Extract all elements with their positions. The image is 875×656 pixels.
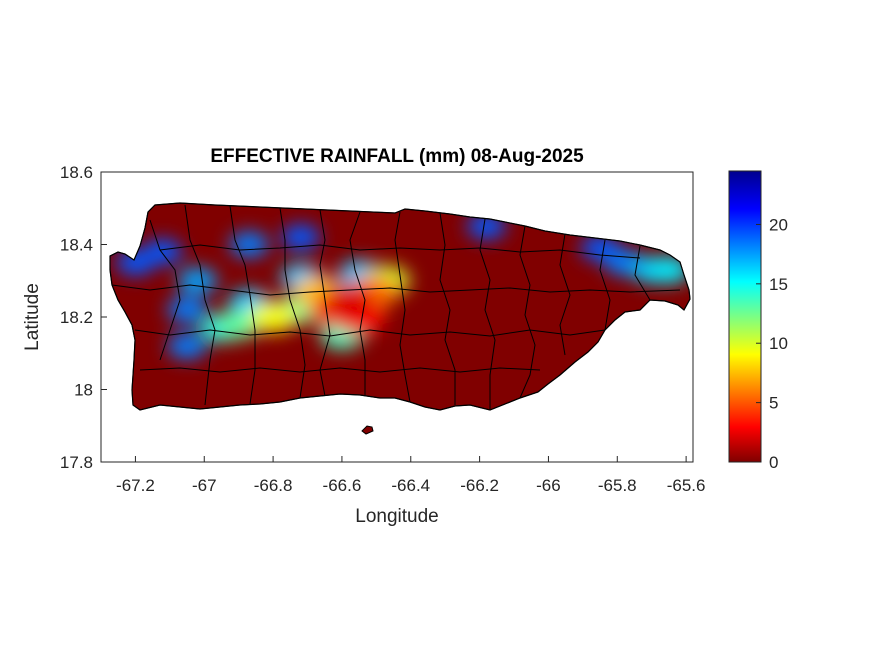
colorbar-tick-label: 0: [769, 453, 778, 472]
municipality-boundary: [439, 212, 456, 405]
municipality-boundary: [349, 211, 366, 395]
municipality-boundary: [279, 207, 306, 399]
x-tick-label: -66.6: [323, 476, 362, 495]
municipality-boundary: [229, 205, 256, 405]
rainfall-cell: [116, 249, 155, 276]
municipality-boundary: [134, 329, 606, 337]
municipality-boundary: [139, 367, 541, 373]
x-tick-label: -65.8: [598, 476, 637, 495]
island-outline: [109, 202, 691, 411]
y-axis-ticks: 18.6 18.4 18.2 18 17.8: [60, 163, 107, 472]
chart-title: EFFECTIVE RAINFALL (mm) 08-Aug-2025: [210, 146, 584, 167]
municipality-boundary: [159, 244, 641, 259]
municipality-boundary: [479, 218, 496, 410]
x-axis-ticks: -67.2 -67 -66.8 -66.6 -66.4 -66.2 -66 -65.8 -65.…: [116, 456, 705, 495]
x-tick-label: -66.4: [391, 476, 430, 495]
colorbar-tick-label: 10: [769, 334, 788, 353]
colorbar-tick-label: 15: [769, 275, 788, 294]
y-tick-label: 18.2: [60, 308, 93, 327]
y-axis-label: Latitude: [22, 283, 43, 351]
rainfall-cell: [321, 285, 376, 320]
rainfall-cell: [281, 224, 320, 250]
x-tick-label: -65.6: [667, 476, 706, 495]
rainfall-cell: [167, 296, 207, 323]
rainfall-cell: [249, 301, 297, 333]
x-tick-label: -67: [192, 476, 217, 495]
colorbar-tick-label: 5: [769, 394, 778, 413]
rainfall-cell: [648, 256, 690, 284]
municipality-boundaries: [111, 204, 681, 410]
municipality-boundary: [519, 225, 536, 399]
x-tick-label: -66.2: [460, 476, 499, 495]
municipality-boundary: [184, 204, 216, 406]
colorbar-ticks: 20 15 10 5 0: [756, 215, 788, 472]
y-tick-label: 18.6: [60, 163, 93, 182]
municipality-boundary: [394, 211, 411, 403]
colorbar-gradient: [728, 170, 762, 463]
y-tick-label: 17.8: [60, 453, 93, 472]
x-axis-label: Longitude: [355, 506, 438, 527]
y-tick-label: 18: [74, 381, 93, 400]
vieques-islet: [361, 425, 374, 435]
municipality-boundary: [111, 284, 681, 296]
x-tick-label: -67.2: [116, 476, 155, 495]
rainfall-field: [116, 213, 690, 359]
rainfall-cell: [229, 231, 269, 258]
colorbar: 20 15 10 5 0: [728, 170, 788, 472]
map-layer: [109, 202, 691, 435]
x-tick-label: -66: [536, 476, 561, 495]
x-tick-label: -66.8: [254, 476, 293, 495]
municipality-boundary: [559, 233, 571, 356]
rainfall-cell: [167, 333, 207, 359]
y-tick-label: 18.4: [60, 236, 93, 255]
rainfall-cell: [177, 267, 218, 294]
colorbar-tick-label: 20: [769, 215, 788, 234]
